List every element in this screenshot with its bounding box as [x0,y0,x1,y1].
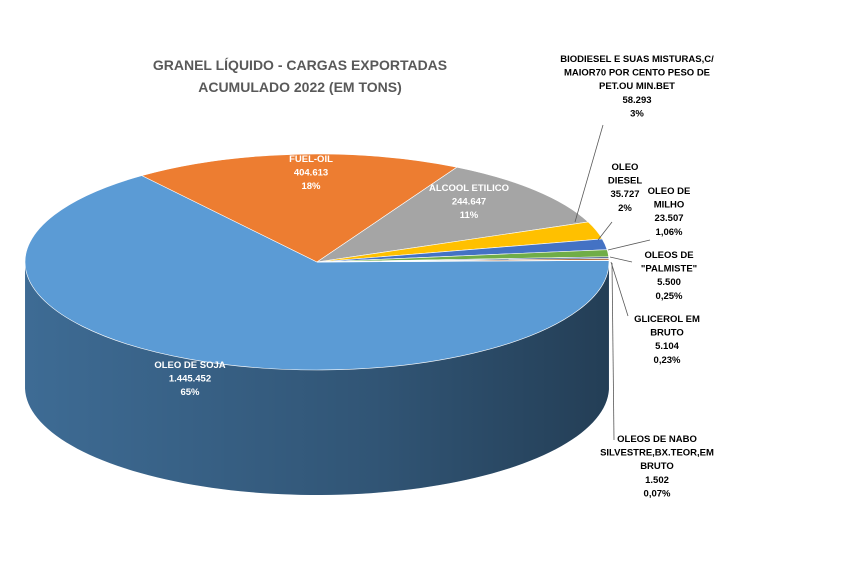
slice-label-6-line-1: "PALMISTE" [641,264,697,275]
slice-label-5-line-3: 1,06% [656,227,683,238]
slice-leader-line-4 [597,221,613,241]
slice-1 [141,153,458,263]
slice-label-0-line-1: 1.445.452 [169,374,211,385]
slice-label-5-line-0: OLEO DE [648,186,691,197]
slice-label-7-line-0: GLICEROL EM [634,314,700,325]
slice-label-3-line-3: 58.293 [622,95,651,106]
slice-8 [316,259,610,263]
slice-leader-line-3 [574,124,604,223]
slice-label-3-line-0: BIODIESEL E SUAS MISTURAS,C/ [560,54,714,65]
slice-label-7-line-3: 0,23% [654,355,681,366]
slice-label-8-line-4: 0,07% [644,488,671,499]
slice-2 [316,166,589,263]
slice-label-0-line-2: 65% [180,387,200,398]
slice-label-6-line-3: 0,25% [656,291,683,302]
slice-label-7-line-1: BRUTO [650,328,684,339]
slice-label-8-line-3: 1.502 [645,475,669,486]
slice-label-8-line-2: BRUTO [640,461,674,472]
chart-title-line-1: GRANEL LÍQUIDO - CARGAS EXPORTADAS [153,57,447,73]
slice-label-4-line-3: 2% [618,203,632,214]
slice-label-6-line-0: OLEOS DE [644,250,693,261]
slice-label-2-line-2: 11% [460,210,479,221]
slice-label-5-line-1: MILHO [654,200,685,211]
slice-0 [24,175,610,371]
slice-label-8-line-0: OLEOS DE NABO [617,434,697,445]
slice-leader-line-7 [610,261,629,317]
slice-label-6-line-2: 5.500 [657,277,681,288]
slice-label-0-line-0: OLEO DE SOJA [154,360,225,371]
slice-side-shade-0 [25,263,609,495]
slice-label-1-line-0: FUEL-OIL [289,154,333,165]
slice-leader-line-5 [607,239,651,251]
slice-label-2-line-1: 244.647 [452,197,486,208]
slice-label-5-line-2: 23.507 [654,213,683,224]
slice-label-1-line-2: 18% [301,181,321,192]
slice-label-7-line-2: 5.104 [655,341,679,352]
slice-label-4-line-1: DIESEL [608,176,643,187]
slice-label-4-line-0: OLEO [612,162,639,173]
chart-title-line-2: ACUMULADO 2022 (EM TONS) [198,79,402,95]
slice-label-8-line-1: SILVESTRE,BX.TEOR,EM [600,448,714,459]
slice-label-2-line-0: ALCOOL ETILICO [429,183,509,194]
slice-label-3-line-1: MAIOR70 POR CENTO PESO DE [564,68,710,79]
slice-label-1-line-1: 404.613 [294,168,328,179]
slice-leader-line-6 [609,256,633,263]
slice-leader-line-8 [611,262,615,441]
slice-label-3-line-2: PET.OU MIN.BET [599,81,675,92]
slice-label-3-line-4: 3% [630,108,644,119]
slice-label-4-line-2: 35.727 [610,189,639,200]
